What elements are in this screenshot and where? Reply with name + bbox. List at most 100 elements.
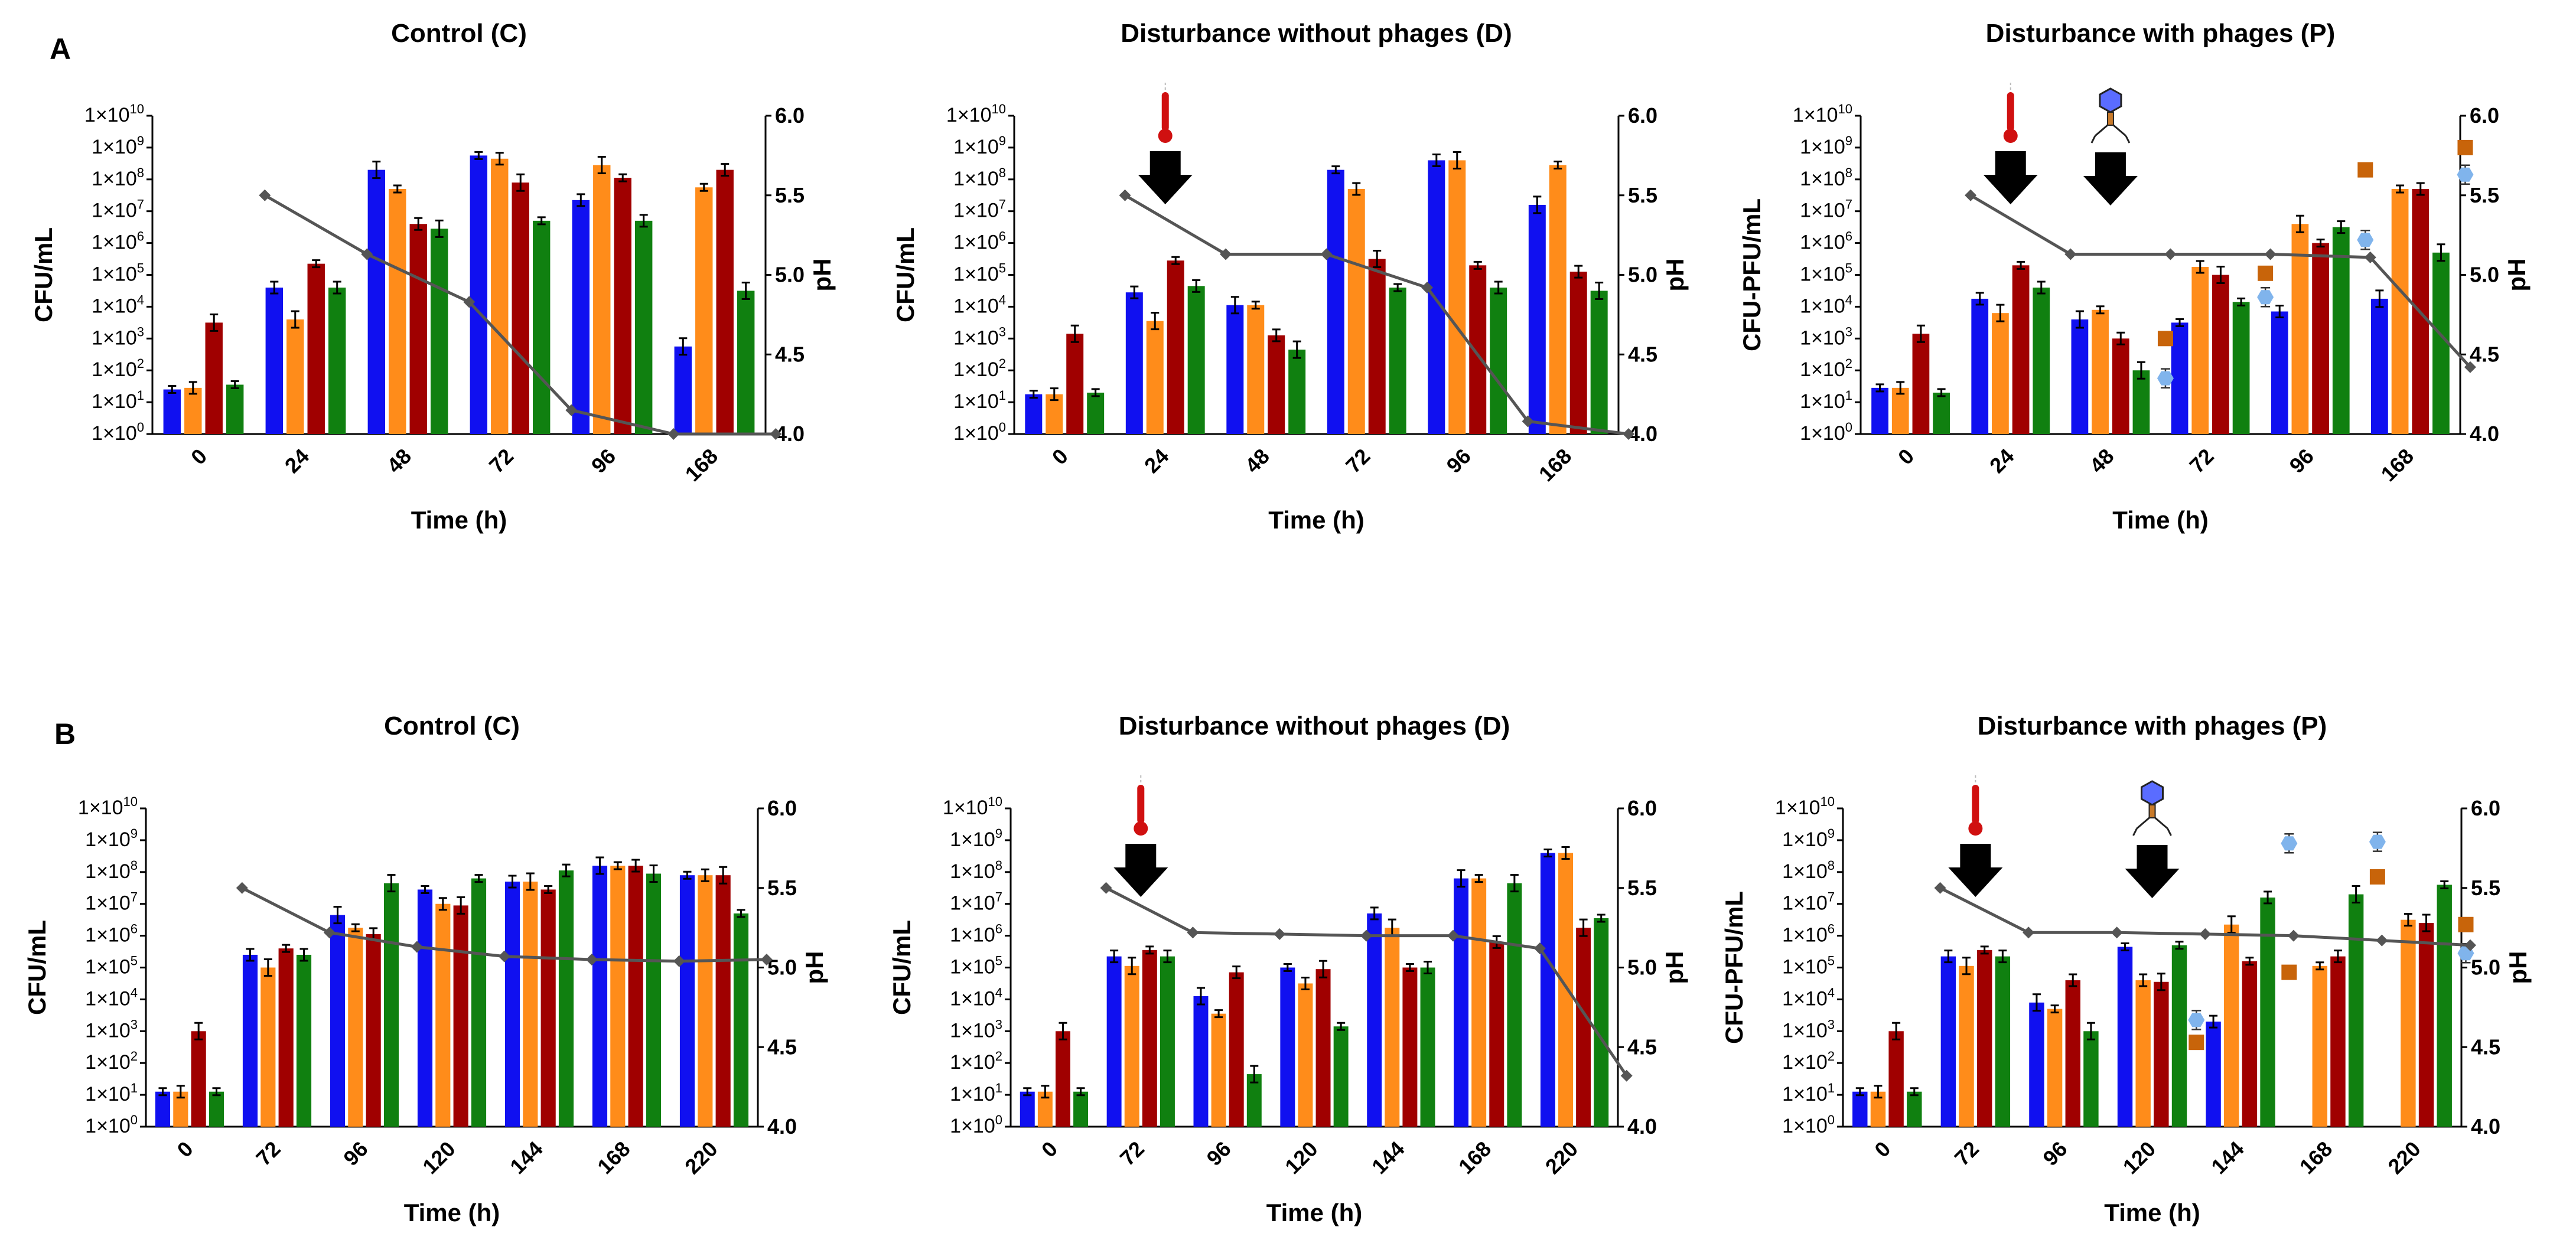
bar-series-3 [307, 263, 325, 434]
error-bar [1543, 848, 1552, 857]
error-bar [2333, 950, 2342, 964]
error-bar [2175, 941, 2184, 950]
x-axis-label: Time (h) [2104, 1199, 2200, 1226]
error-bar [2264, 890, 2272, 905]
x-axis-label: Time (h) [404, 1199, 500, 1226]
bar-series-4 [1160, 956, 1175, 1127]
bar-series-2 [1471, 878, 1487, 1127]
chart-a-disturbance: Disturbance without phages (D) 1×100 1×101… [891, 19, 1689, 534]
y-tick-label: 1×105 [953, 261, 1006, 286]
y2-tick-label: 6.0 [1627, 796, 1657, 820]
bar-series-3 [2065, 980, 2080, 1127]
bar-series-4 [1507, 883, 1522, 1127]
error-bar [1250, 1065, 1259, 1084]
y-tick-label: 1×100 [1800, 420, 1852, 445]
y2-tick-label: 4.5 [2471, 1035, 2500, 1059]
y-tick-label: 1×102 [953, 356, 1006, 381]
y2-tick-label: 5.5 [2471, 876, 2500, 900]
error-bar [679, 337, 688, 356]
error-bar [282, 944, 291, 953]
ph-point [2376, 934, 2388, 947]
error-bar [1171, 256, 1180, 265]
error-bar [577, 193, 585, 207]
error-bar [1874, 1085, 1883, 1099]
bar-series-4 [1933, 392, 1950, 434]
x-axis-label: Time (h) [411, 506, 507, 534]
ph-point [1447, 929, 1459, 942]
bar-series-1 [163, 389, 181, 434]
bar-series-4 [634, 220, 653, 434]
bar-series-2 [389, 188, 406, 434]
y-tick-label: 1×101 [85, 1081, 138, 1105]
bar-series-2 [1146, 321, 1164, 434]
error-bar [1145, 945, 1154, 955]
error-bar [2245, 957, 2254, 966]
error-bar [2075, 310, 2084, 329]
ph-point [1965, 189, 1977, 201]
chart-title: Disturbance without phages (D) [1119, 712, 1510, 740]
bar-series-4 [383, 883, 399, 1127]
error-bar [2176, 318, 2184, 327]
error-bar [2396, 184, 2405, 194]
error-bar [2017, 260, 2025, 270]
error-bar [1337, 1022, 1346, 1031]
bar-series-4 [2437, 885, 2452, 1127]
y-tick-label: 1×1010 [946, 102, 1006, 126]
bar-series-3 [1066, 334, 1084, 434]
bar-series-1 [679, 875, 695, 1127]
phage-point-orange [2281, 964, 2297, 980]
chart-a-control: Control (C) 1×100 1×101 1×102 1×103 1×104 1×10… [30, 19, 836, 534]
bar-series-1 [1020, 1091, 1035, 1127]
bar-series-2 [1298, 983, 1313, 1127]
error-bar [1230, 296, 1239, 315]
error-bar [351, 923, 360, 932]
bar-series-1 [242, 954, 258, 1127]
bar-series-3 [1229, 972, 1244, 1127]
y-tick-label: 1×108 [1782, 858, 1835, 883]
ph-point [2064, 248, 2077, 260]
error-bar [741, 281, 750, 300]
error-bar [333, 906, 342, 925]
bar-series-2 [1992, 313, 2009, 434]
bar-series-3 [1888, 1031, 1904, 1127]
error-bar [1319, 960, 1328, 978]
bar-series-2 [1959, 965, 1974, 1127]
error-bar [1128, 957, 1136, 976]
error-bar [312, 259, 321, 269]
bar-series-4 [646, 873, 662, 1127]
bar-series-4 [226, 384, 244, 434]
y-tick-label: 1×101 [1800, 388, 1852, 413]
error-bar [1283, 963, 1292, 972]
x-tick-label: 24 [1985, 444, 2018, 478]
error-bar [2227, 915, 2236, 934]
bar-series-3 [453, 905, 468, 1127]
error-bar [1457, 869, 1466, 888]
y2-tick-label: 4.0 [2470, 422, 2499, 446]
error-bar [721, 163, 730, 177]
phage-point-blue [2357, 233, 2374, 247]
y2-tick-label: 6.0 [1628, 103, 1657, 128]
bar-series-1 [1280, 967, 1295, 1127]
chart-b-control: Control (C) 1×100 1×101 1×102 1×103 1×104 1×10… [23, 712, 828, 1226]
y2-tick-label: 5.0 [767, 955, 797, 980]
x-tick-label: 48 [382, 444, 416, 478]
y-tick-label: 1×105 [1800, 261, 1852, 286]
ph-point [2264, 248, 2277, 260]
bar-series-4 [209, 1091, 224, 1127]
bar-series-1 [1528, 204, 1546, 434]
error-bar [737, 909, 745, 918]
x-tick-label: 72 [1341, 444, 1375, 478]
error-bar [537, 216, 546, 226]
error-bar [1023, 1087, 1032, 1097]
x-tick-label: 96 [1201, 1137, 1235, 1170]
error-bar [508, 875, 517, 889]
x-tick-label: 144 [2206, 1137, 2248, 1179]
error-bar [618, 173, 627, 182]
x-tick-label: 0 [1037, 1137, 1062, 1162]
ph-point [2199, 928, 2212, 940]
chart-a-phages: Disturbance with phages (P) 1×100 1×101 1×1… [1738, 19, 2531, 534]
bar-series-1 [417, 889, 433, 1127]
error-bar [1370, 906, 1379, 921]
bar-series-2 [2391, 188, 2409, 434]
y-tick-label: 1×101 [953, 388, 1006, 413]
